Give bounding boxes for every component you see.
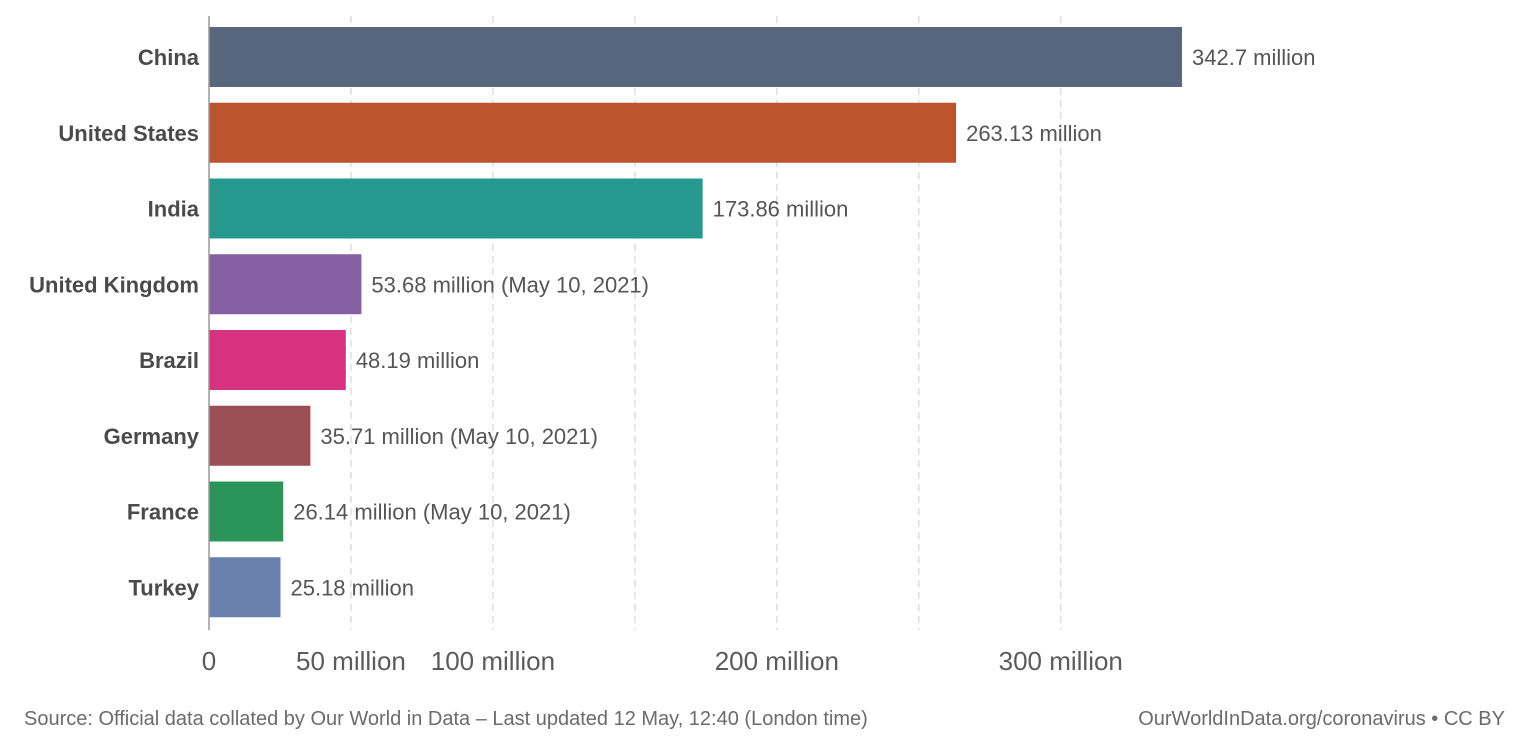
chart-svg: China 342.7 million United States 263.13 mi… (29, 16, 1316, 676)
x-tick-label: 0 (202, 646, 216, 676)
data-label: 35.71 million (May 10, 2021) (320, 424, 598, 449)
data-label: 342.7 million (1192, 45, 1316, 70)
source-link[interactable]: OurWorldInData.org/coronavirus • CC BY (1138, 707, 1505, 730)
data-label: 53.68 million (May 10, 2021) (371, 272, 649, 297)
bar-turkey[interactable] (209, 557, 281, 618)
data-label: 263.13 million (966, 121, 1102, 146)
category-label: Germany (104, 424, 200, 449)
category-label: India (148, 197, 200, 222)
bar-chart: China 342.7 million United States 263.13 mi… (29, 16, 1316, 676)
bar-united-states[interactable] (209, 102, 957, 163)
bar-china[interactable] (209, 27, 1182, 87)
x-tick-label: 50 million (296, 646, 406, 676)
bar-united-kingdom[interactable] (209, 254, 362, 315)
bar-brazil[interactable] (209, 330, 346, 390)
x-tick-label: 100 million (431, 646, 555, 676)
category-label: France (127, 500, 199, 525)
category-label: China (138, 45, 200, 70)
category-label: United States (58, 121, 199, 146)
x-tick-label: 300 million (999, 646, 1123, 676)
bar-germany[interactable] (209, 405, 311, 466)
category-label: Turkey (128, 575, 199, 600)
data-label: 173.86 million (713, 197, 849, 222)
data-label: 48.19 million (356, 348, 480, 373)
category-label: Brazil (139, 348, 199, 373)
data-label: 26.14 million (May 10, 2021) (293, 500, 571, 525)
bar-france[interactable] (209, 481, 284, 542)
data-label: 25.18 million (290, 575, 414, 600)
bar-india[interactable] (209, 178, 703, 239)
source-note: Source: Official data collated by Our Wo… (24, 707, 868, 730)
x-tick-label: 200 million (715, 646, 839, 676)
category-label: United Kingdom (29, 272, 199, 297)
chart-footer: Source: Official data collated by Our Wo… (24, 704, 1505, 734)
